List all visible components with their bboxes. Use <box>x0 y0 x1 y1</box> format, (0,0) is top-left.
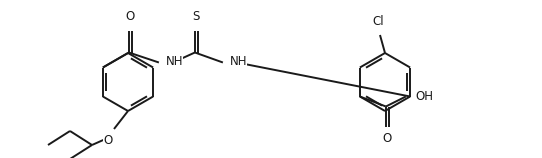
Text: S: S <box>192 10 199 24</box>
Text: O: O <box>104 134 113 147</box>
Text: Cl: Cl <box>372 15 384 28</box>
Text: O: O <box>125 10 134 24</box>
Text: NH: NH <box>166 55 183 68</box>
Text: NH: NH <box>230 55 247 68</box>
Text: OH: OH <box>415 90 433 103</box>
Text: O: O <box>382 133 391 146</box>
